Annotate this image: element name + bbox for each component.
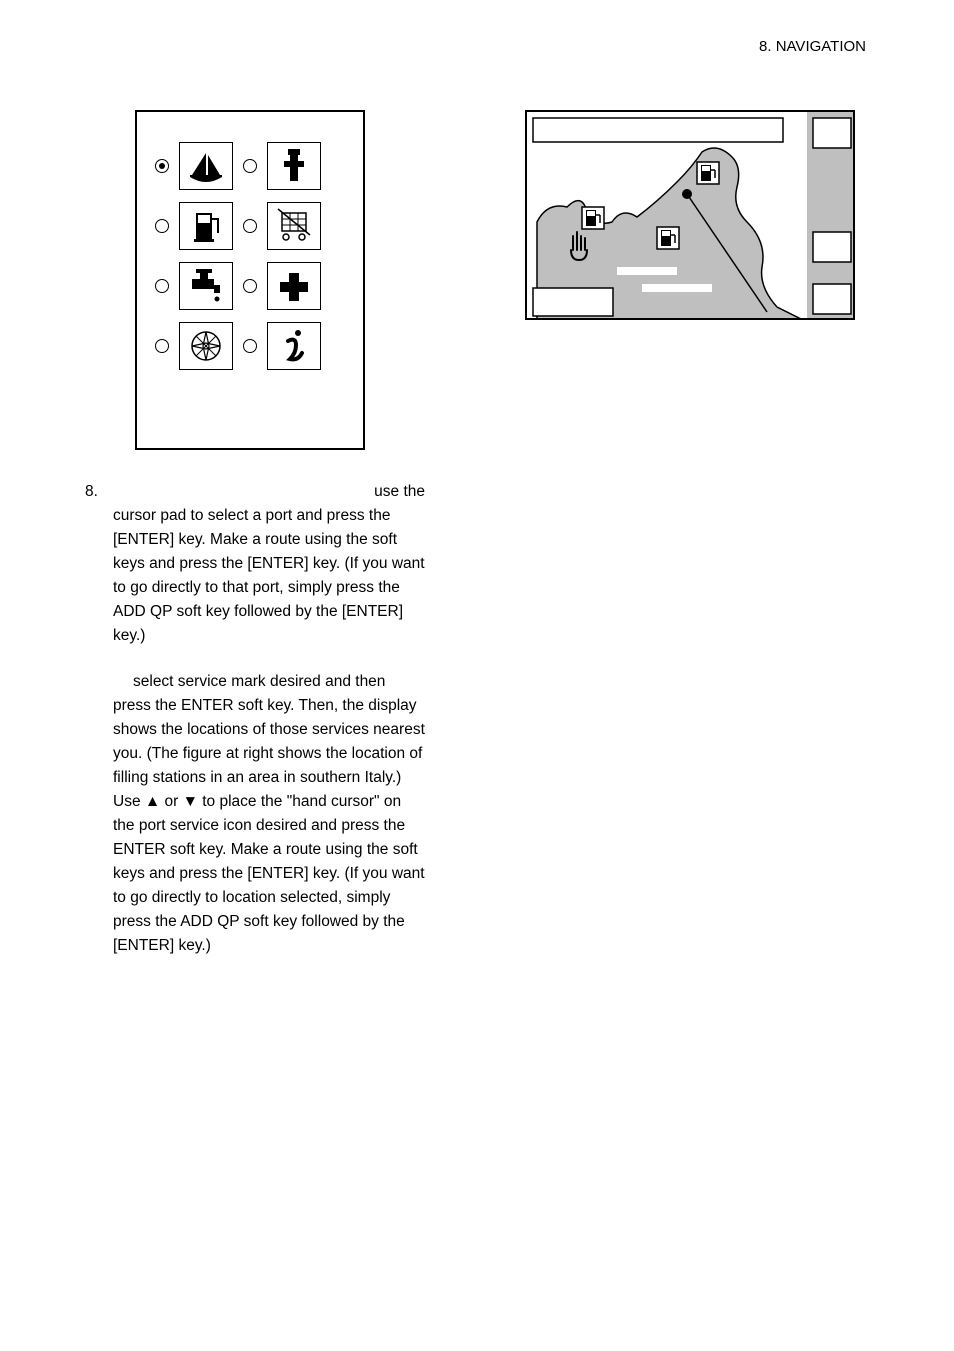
right-column bbox=[525, 110, 865, 958]
water-tap-icon[interactable] bbox=[179, 262, 233, 310]
content-columns: 8. use the cursor pad to select a port a… bbox=[85, 110, 869, 958]
sailboat-icon[interactable] bbox=[179, 142, 233, 190]
section-header: 8. NAVIGATION bbox=[759, 38, 866, 55]
radio-unselected[interactable] bbox=[243, 159, 257, 173]
map-panel bbox=[525, 110, 855, 320]
compass-rose-icon[interactable] bbox=[179, 322, 233, 370]
info-icon[interactable] bbox=[267, 322, 321, 370]
step-number: 8. bbox=[85, 480, 113, 504]
icon-selection-panel bbox=[135, 110, 365, 450]
fuel-pump-icon[interactable] bbox=[267, 142, 321, 190]
selection-row bbox=[155, 202, 345, 250]
instruction-text: 8. use the cursor pad to select a port a… bbox=[85, 480, 425, 958]
radio-unselected[interactable] bbox=[243, 339, 257, 353]
radio-unselected[interactable] bbox=[155, 219, 169, 233]
step-8-lead: use the bbox=[113, 480, 425, 504]
radio-unselected[interactable] bbox=[155, 339, 169, 353]
radio-unselected[interactable] bbox=[155, 279, 169, 293]
gas-station-icon[interactable] bbox=[179, 202, 233, 250]
step-8-tail: cursor pad to select a port and press th… bbox=[113, 504, 425, 648]
left-column: 8. use the cursor pad to select a port a… bbox=[85, 110, 425, 958]
radio-unselected[interactable] bbox=[243, 219, 257, 233]
lift-icon[interactable] bbox=[267, 202, 321, 250]
selection-row bbox=[155, 142, 345, 190]
radio-selected[interactable] bbox=[155, 159, 169, 173]
step-8-para2: select service mark desired and then pre… bbox=[113, 670, 425, 958]
selection-row bbox=[155, 322, 345, 370]
step-8: 8. use the cursor pad to select a port a… bbox=[85, 480, 425, 648]
page: 8. NAVIGATION bbox=[0, 0, 954, 1351]
radio-unselected[interactable] bbox=[243, 279, 257, 293]
plus-icon[interactable] bbox=[267, 262, 321, 310]
selection-row bbox=[155, 262, 345, 310]
